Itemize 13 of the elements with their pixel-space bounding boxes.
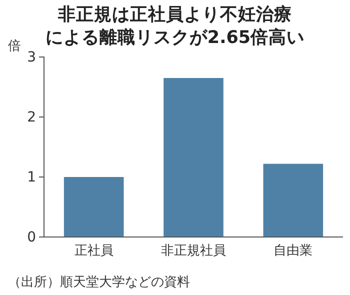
- y-axis-title: 倍: [8, 39, 21, 54]
- y-tick-label: 2: [27, 109, 36, 126]
- chart-title: 非正規は正社員より不妊治療による離職リスクが2.65倍高い: [45, 4, 305, 48]
- bar: [164, 78, 224, 237]
- x-tick-label: 非正規社員: [161, 243, 226, 258]
- y-tick-label: 0: [27, 229, 36, 246]
- bar: [64, 177, 124, 237]
- bar: [263, 164, 324, 237]
- x-tick-label: 自由業: [274, 243, 313, 258]
- y-tick-label: 3: [27, 49, 36, 66]
- x-tick-label: 正社員: [74, 243, 114, 258]
- y-tick-label: 1: [27, 169, 36, 186]
- text: （出所）順天堂大学などの資料: [8, 275, 190, 290]
